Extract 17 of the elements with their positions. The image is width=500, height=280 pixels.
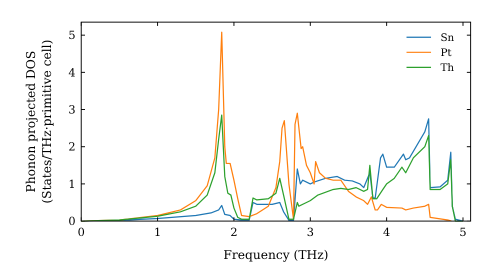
x-tick-label: 1 <box>154 226 162 240</box>
y-tick-label: 3 <box>68 103 76 116</box>
y-tick-label: 5 <box>68 29 76 42</box>
y-axis-title: Phonon projected DOS (States/THz·primitive cell) <box>24 40 54 204</box>
y-tick-label: 0 <box>68 215 76 228</box>
y-tick-label: 2 <box>68 140 76 154</box>
legend-label: Pt <box>440 46 452 59</box>
legend-label: Th <box>440 62 454 74</box>
x-tick-label: 0 <box>78 226 85 240</box>
y-tick-label: 1 <box>68 178 76 191</box>
x-tick-label: 2 <box>230 226 238 240</box>
legend-label: Sn <box>440 32 455 44</box>
y-tick-label: 4 <box>68 66 76 80</box>
x-axis-title: Frequency (THz) <box>223 248 328 262</box>
x-tick-label: 3 <box>306 226 314 240</box>
x-tick-label: 4 <box>383 226 390 240</box>
x-tick-label: 5 <box>459 226 467 240</box>
